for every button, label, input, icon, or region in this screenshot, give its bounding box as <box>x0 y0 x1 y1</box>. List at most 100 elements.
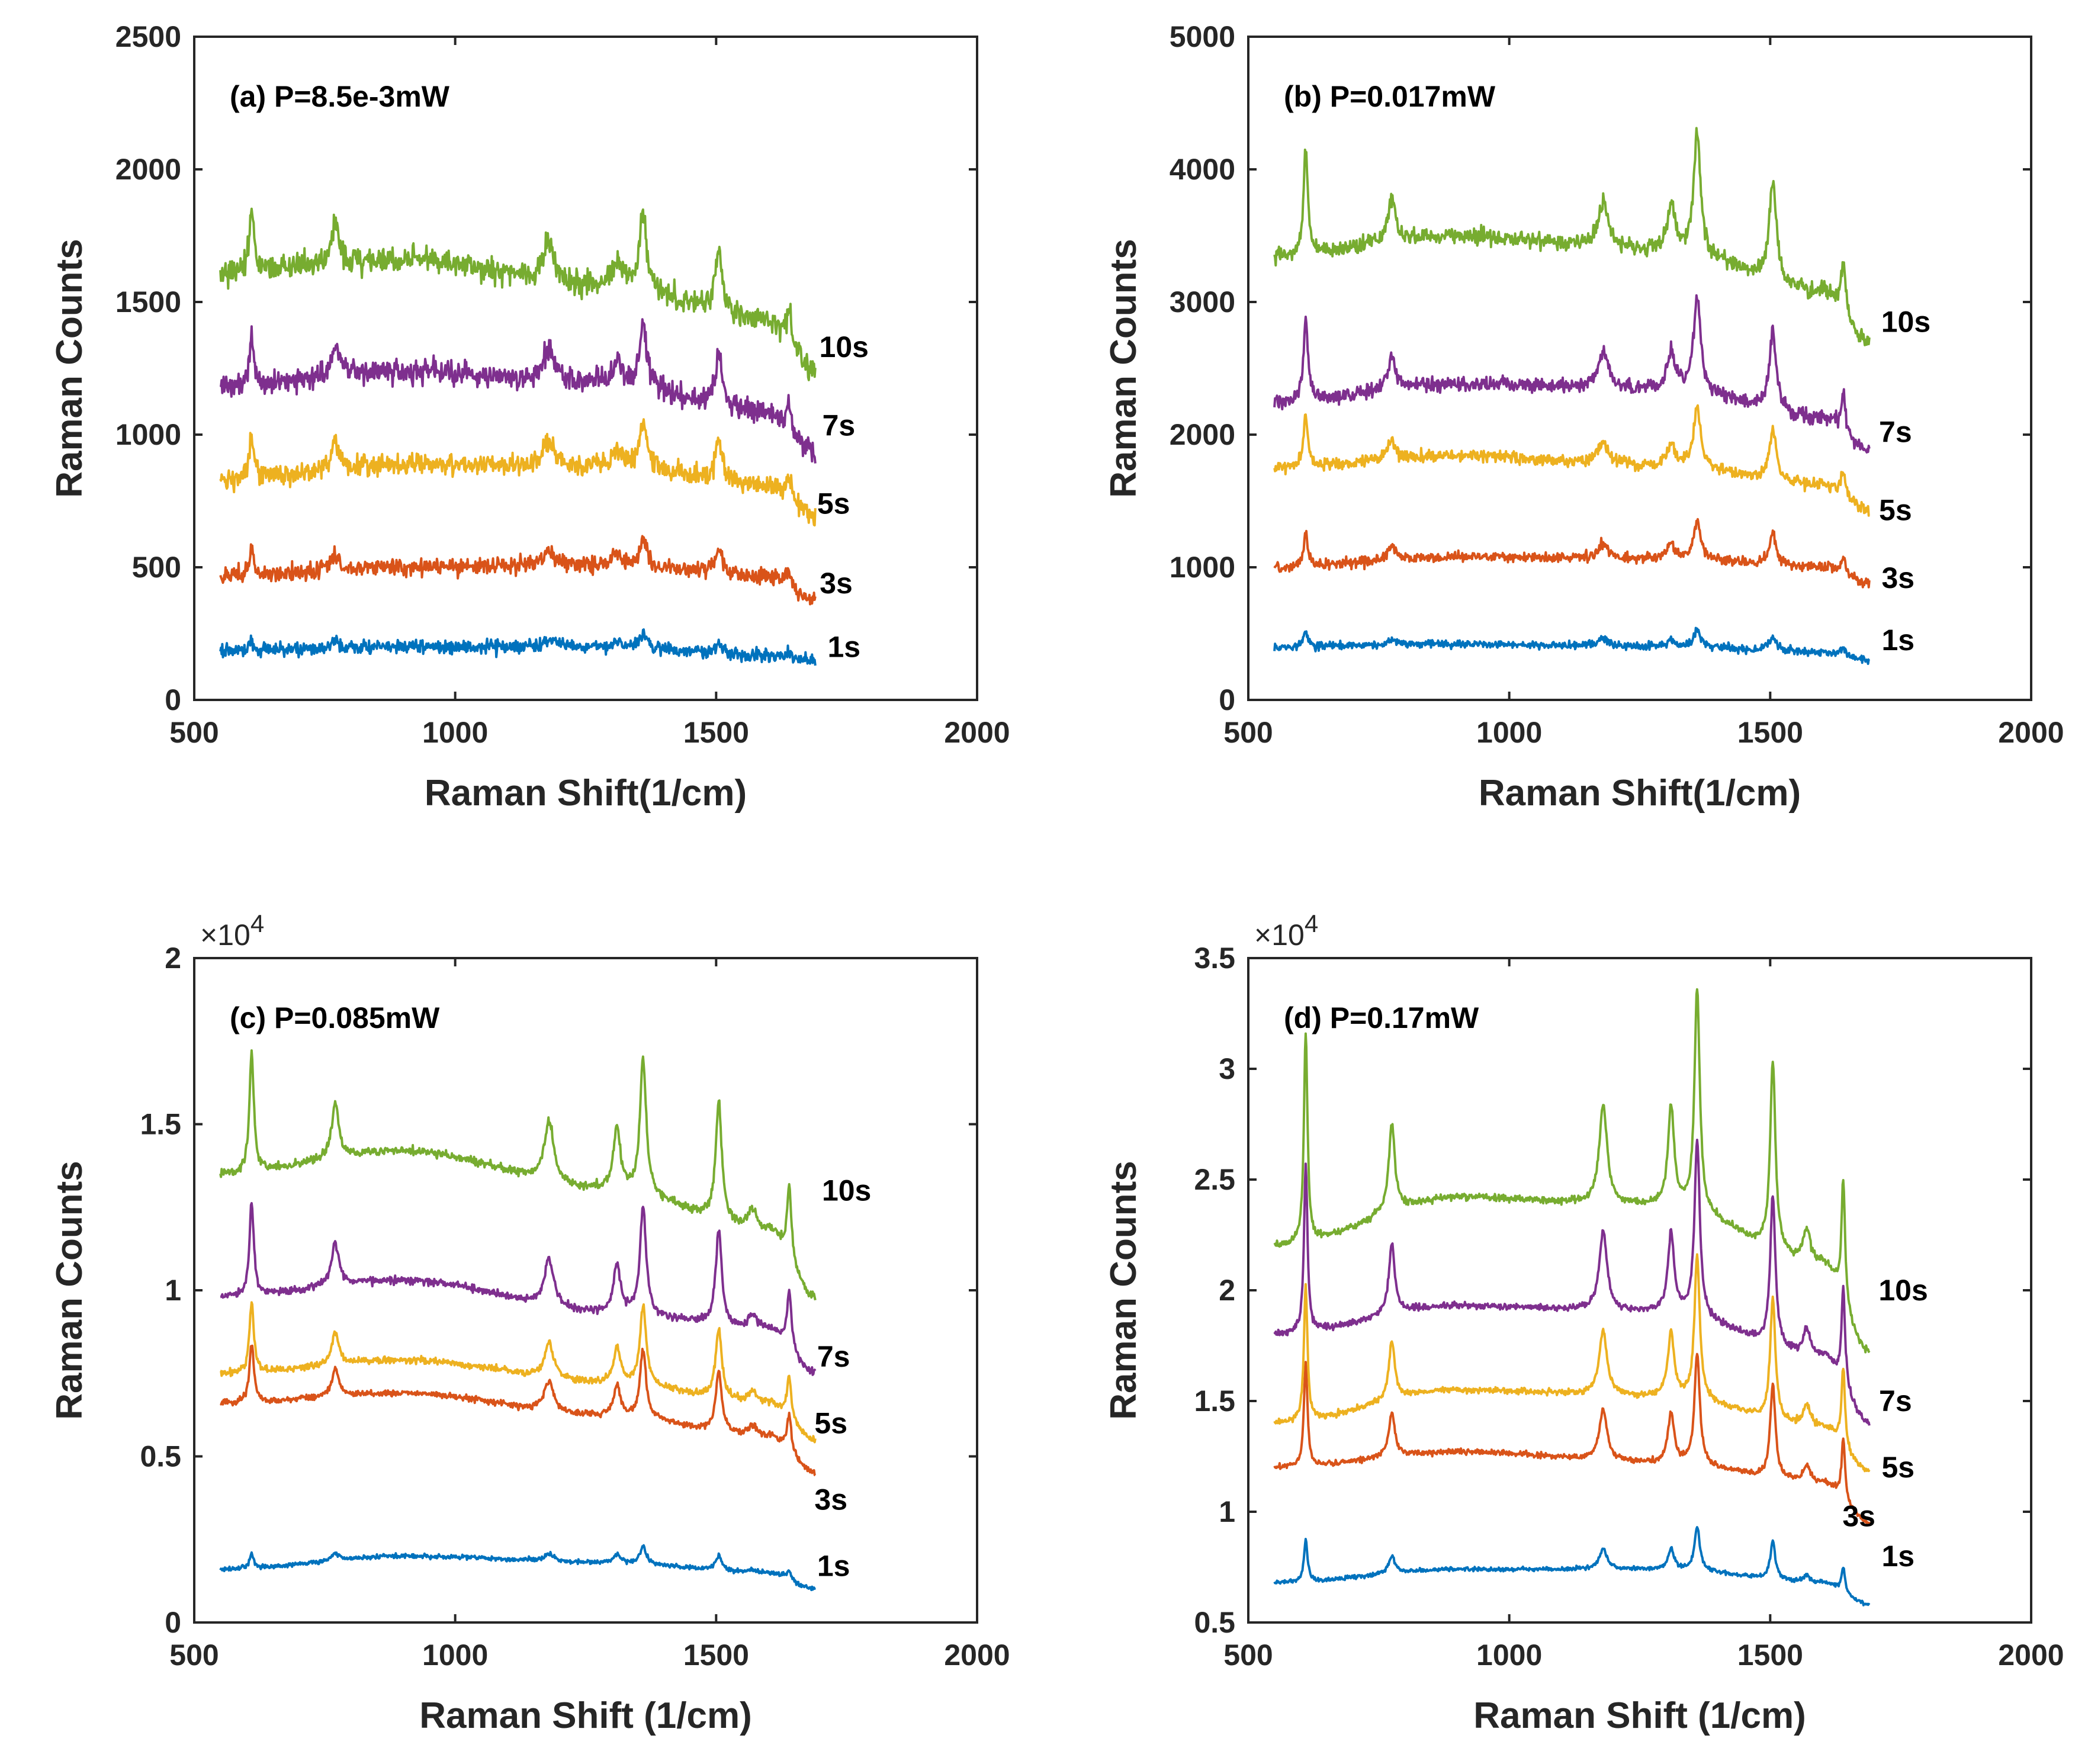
series-label-5s: 5s <box>1881 1451 1914 1484</box>
series-line-7s <box>219 318 817 464</box>
x-axis-title: Raman Shift(1/cm) <box>425 773 747 814</box>
axes-frame <box>1247 36 2032 701</box>
panel-title: (d) P=0.17mW <box>1284 1001 1479 1034</box>
series-line-7s <box>1273 294 1871 454</box>
y-tick-label: 1500 <box>115 285 181 319</box>
y-exponent-label: ×104 <box>200 910 264 952</box>
y-tick-label: 1000 <box>1170 551 1235 584</box>
series-group <box>1273 988 1871 1606</box>
series-line-1s <box>219 628 817 666</box>
x-tick-label: 1500 <box>683 716 749 749</box>
panel-a: 500 1000 1500 200005001000150020002500Raman… <box>49 20 1010 814</box>
panel-b: 500 1000 1500 2000 0 1000 2000 3000 4000 5000 Rama… <box>1103 20 2064 814</box>
y-tick-label: 1000 <box>115 418 181 451</box>
x-tick-label: 1000 <box>422 716 488 749</box>
series-line-1s <box>1273 626 1871 665</box>
series-label-5s: 5s <box>817 487 850 520</box>
series-line-10s <box>1273 988 1871 1354</box>
x-tick-label: 1000 <box>1476 716 1542 749</box>
y-tick-label: 2 <box>165 942 181 975</box>
x-tick-label: 1500 <box>1737 716 1803 749</box>
series-group <box>219 207 817 666</box>
series-label-10s: 10s <box>1881 306 1930 339</box>
y-tick-label: 1 <box>165 1274 181 1307</box>
y-tick-label: 4000 <box>1170 153 1235 186</box>
y-axis-title: Raman Counts <box>49 239 90 497</box>
series-label-7s: 7s <box>817 1340 850 1373</box>
y-tick-label: 5000 <box>1170 20 1235 53</box>
x-tick-label: 1500 <box>683 1638 749 1672</box>
series-line-3s <box>219 535 817 606</box>
series-line-1s <box>1273 1526 1871 1606</box>
axes-frame <box>193 36 978 701</box>
series-label-3s: 3s <box>820 567 853 600</box>
series-label-1s: 1s <box>1881 1540 1914 1573</box>
series-label-7s: 7s <box>1879 416 1912 449</box>
series-line-3s <box>1273 518 1871 589</box>
series-label-5s: 5s <box>1879 494 1912 527</box>
y-tick-label: 3 <box>1219 1052 1235 1085</box>
y-tick-label: 3000 <box>1170 285 1235 319</box>
y-tick-label: 500 <box>132 551 181 584</box>
series-label-3s: 3s <box>1842 1499 1875 1532</box>
series-label-5s: 5s <box>814 1406 847 1440</box>
series-group <box>219 1049 817 1592</box>
panel-title: (a) P=8.5e-3mW <box>230 80 450 113</box>
y-tick-label: 2000 <box>115 153 181 186</box>
series-line-7s <box>1273 1139 1871 1426</box>
x-tick-label: 2000 <box>1998 1638 2064 1672</box>
x-axis-title: Raman Shift(1/cm) <box>1479 773 1801 814</box>
y-axis-title: Raman Counts <box>1103 239 1144 497</box>
series-label-7s: 7s <box>823 409 856 442</box>
series-line-3s <box>220 1344 817 1477</box>
series-label-1s: 1s <box>1881 624 1914 657</box>
x-tick-label: 1000 <box>1476 1638 1542 1672</box>
series-group <box>1273 127 1871 665</box>
y-axis-title: Raman Counts <box>49 1161 90 1419</box>
y-tick-label: 2.5 <box>1194 1163 1235 1196</box>
y-axis-title: Raman Counts <box>1103 1161 1144 1419</box>
x-axis-title: Raman Shift (1/cm) <box>419 1695 752 1736</box>
panel-title: (b) P=0.017mW <box>1284 80 1496 113</box>
y-tick-label: 0 <box>165 1606 181 1639</box>
y-tick-label: 0.5 <box>1194 1606 1235 1639</box>
x-tick-label: 1000 <box>422 1638 488 1672</box>
y-tick-label: 2000 <box>1170 418 1235 451</box>
series-label-3s: 3s <box>1881 561 1914 595</box>
y-tick-label: 1.5 <box>140 1108 181 1141</box>
x-tick-label: 500 <box>169 1638 219 1672</box>
series-label-10s: 10s <box>822 1174 871 1207</box>
series-label-10s: 10s <box>1878 1274 1928 1307</box>
series-line-5s <box>1273 404 1870 517</box>
series-label-3s: 3s <box>814 1483 847 1516</box>
panel-c: 500 1000 1500 2000 0 0.5 1 1.5 2 ×104 Raman Shift … <box>49 910 1010 1736</box>
axes-frame <box>193 957 978 1624</box>
series-label-1s: 1s <box>817 1550 850 1583</box>
series-label-1s: 1s <box>827 630 860 663</box>
series-line-10s <box>1273 127 1871 346</box>
series-line-5s <box>1273 1253 1871 1473</box>
y-tick-label: 0.5 <box>140 1440 181 1473</box>
series-label-7s: 7s <box>1879 1384 1912 1418</box>
series-label-10s: 10s <box>820 330 869 364</box>
y-tick-label: 1.5 <box>1194 1384 1235 1418</box>
x-tick-label: 2000 <box>944 716 1010 749</box>
y-tick-label: 2500 <box>115 20 181 53</box>
x-axis-title: Raman Shift (1/cm) <box>1473 1695 1806 1736</box>
series-line-10s <box>219 207 817 381</box>
series-line-7s <box>220 1201 817 1376</box>
x-tick-label: 1500 <box>1737 1638 1803 1672</box>
y-tick-label: 1 <box>1219 1495 1235 1528</box>
series-line-10s <box>219 1049 817 1301</box>
x-tick-label: 500 <box>169 716 219 749</box>
y-tick-label: 0 <box>165 683 181 716</box>
series-line-5s <box>219 418 817 527</box>
panel-d: 500 1000 1500 2000 0.5 1 1.5 2 2.5 3 3.5 ×104 Raman … <box>1103 910 2064 1736</box>
y-exponent-label: ×104 <box>1254 910 1318 952</box>
series-line-5s <box>220 1301 817 1444</box>
y-tick-label: 0 <box>1219 683 1235 716</box>
series-line-3s <box>1273 1352 1871 1526</box>
y-tick-label: 3.5 <box>1194 942 1235 975</box>
x-tick-label: 500 <box>1223 1638 1273 1672</box>
